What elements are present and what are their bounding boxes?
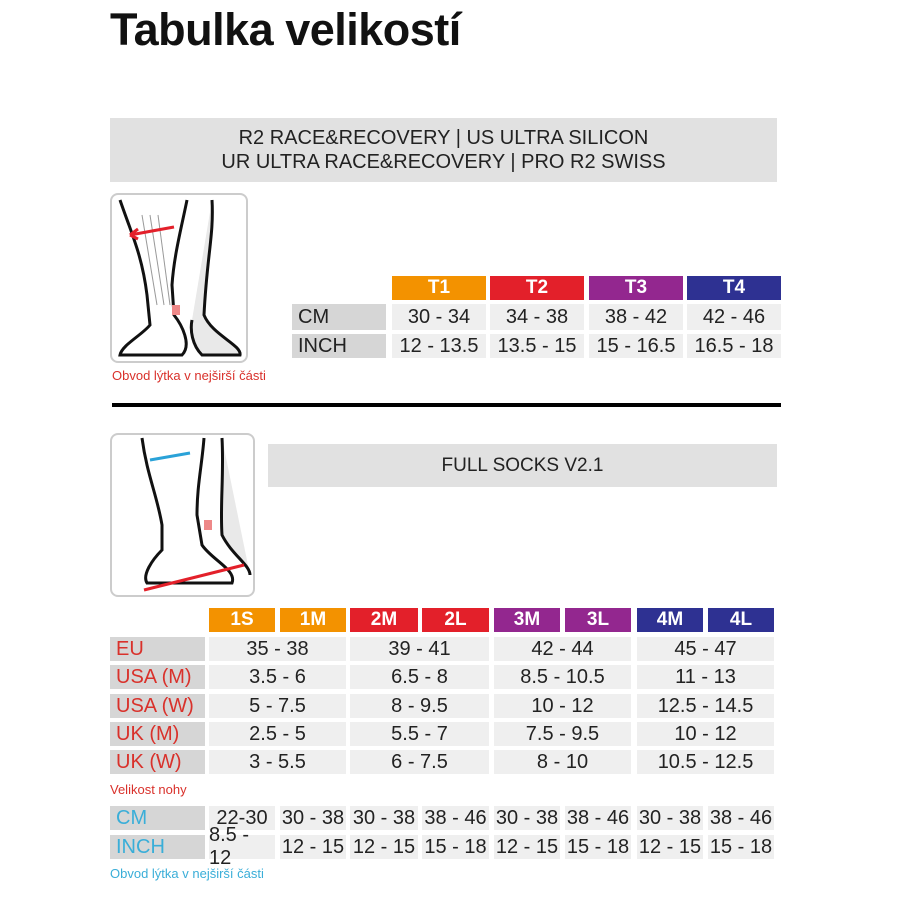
product-line-1: R2 RACE&RECOVERY | US ULTRA SILICON <box>238 127 649 149</box>
calf-size-cell: 15 - 18 <box>565 835 631 859</box>
calf-row-label: CM <box>110 806 205 830</box>
size-cell: 15 - 16.5 <box>589 334 683 358</box>
calf-size-cell: 15 - 18 <box>422 835 489 859</box>
foot-size-cell: 5 - 7.5 <box>209 694 346 718</box>
calf-size-cell: 12 - 15 <box>637 835 703 859</box>
size-header: 1M <box>280 608 346 632</box>
foot-size-cell: 39 - 41 <box>350 637 489 661</box>
size-header: 2M <box>350 608 418 632</box>
foot-size-cell: 42 - 44 <box>494 637 631 661</box>
foot-size-cell: 2.5 - 5 <box>209 722 346 746</box>
size-cell: 30 - 34 <box>392 304 486 330</box>
page-title: Tabulka velikostí <box>110 4 461 55</box>
calf-caption-2: Obvod lýtka v nejširší části <box>110 866 264 881</box>
size-cell: 12 - 13.5 <box>392 334 486 358</box>
foot-size-cell: 6 - 7.5 <box>350 750 489 774</box>
size-cell: 34 - 38 <box>490 304 584 330</box>
foot-size-cell: 8 - 9.5 <box>350 694 489 718</box>
size-header: T4 <box>687 276 781 300</box>
foot-size-cell: 35 - 38 <box>209 637 346 661</box>
size-header: T2 <box>490 276 584 300</box>
calf-size-cell: 30 - 38 <box>494 806 560 830</box>
calf-size-cell: 38 - 46 <box>422 806 489 830</box>
calf-size-cell: 38 - 46 <box>565 806 631 830</box>
foot-size-cell: 45 - 47 <box>637 637 774 661</box>
foot-size-cell: 8 - 10 <box>494 750 631 774</box>
product-header-2: FULL SOCKS V2.1 <box>268 444 777 487</box>
foot-row-label: EU <box>110 637 205 661</box>
foot-and-calf-measurement-sock-icon <box>110 433 255 597</box>
product-line-2: UR ULTRA RACE&RECOVERY | PRO R2 SWISS <box>221 151 666 173</box>
size-header: 4L <box>708 608 774 632</box>
foot-size-cell: 3 - 5.5 <box>209 750 346 774</box>
calf-size-cell: 30 - 38 <box>350 806 418 830</box>
calf-size-cell: 8.5 - 12 <box>209 824 275 869</box>
size-header: 3L <box>565 608 631 632</box>
size-cell: 16.5 - 18 <box>687 334 781 358</box>
foot-row-label: UK (W) <box>110 750 205 774</box>
calf-size-cell: 12 - 15 <box>280 835 346 859</box>
calf-size-cell: 38 - 46 <box>708 806 774 830</box>
size-header: T1 <box>392 276 486 300</box>
foot-size-cell: 3.5 - 6 <box>209 665 346 689</box>
calf-size-cell: 30 - 38 <box>637 806 703 830</box>
calf-size-cell: 30 - 38 <box>280 806 346 830</box>
size-header: T3 <box>589 276 683 300</box>
foot-size-cell: 6.5 - 8 <box>350 665 489 689</box>
foot-size-cell: 8.5 - 10.5 <box>494 665 631 689</box>
section-divider <box>112 403 781 407</box>
size-header: 1S <box>209 608 275 632</box>
calf-size-cell: 12 - 15 <box>350 835 418 859</box>
size-header: 2L <box>422 608 489 632</box>
size-cell: 13.5 - 15 <box>490 334 584 358</box>
foot-size-cell: 5.5 - 7 <box>350 722 489 746</box>
calf-size-cell: 12 - 15 <box>494 835 560 859</box>
calf-caption-1: Obvod lýtka v nejširší části <box>112 368 266 383</box>
calf-measurement-sock-icon <box>110 193 248 363</box>
foot-size-cell: 10 - 12 <box>637 722 774 746</box>
product-header-1: R2 RACE&RECOVERY | US ULTRA SILICON UR U… <box>110 118 777 182</box>
foot-row-label: USA (M) <box>110 665 205 689</box>
size-header: 3M <box>494 608 560 632</box>
row-label: CM <box>292 304 386 330</box>
foot-size-cell: 11 - 13 <box>637 665 774 689</box>
foot-size-cell: 10.5 - 12.5 <box>637 750 774 774</box>
calf-size-cell: 22-30 <box>209 806 275 830</box>
calf-size-cell: 15 - 18 <box>708 835 774 859</box>
size-header: 4M <box>637 608 703 632</box>
row-label: INCH <box>292 334 386 358</box>
calf-row-label: INCH <box>110 835 205 859</box>
foot-size-cell: 12.5 - 14.5 <box>637 694 774 718</box>
foot-row-label: USA (W) <box>110 694 205 718</box>
foot-size-cell: 10 - 12 <box>494 694 631 718</box>
foot-row-label: UK (M) <box>110 722 205 746</box>
foot-caption: Velikost nohy <box>110 782 187 797</box>
size-cell: 38 - 42 <box>589 304 683 330</box>
foot-size-cell: 7.5 - 9.5 <box>494 722 631 746</box>
size-cell: 42 - 46 <box>687 304 781 330</box>
